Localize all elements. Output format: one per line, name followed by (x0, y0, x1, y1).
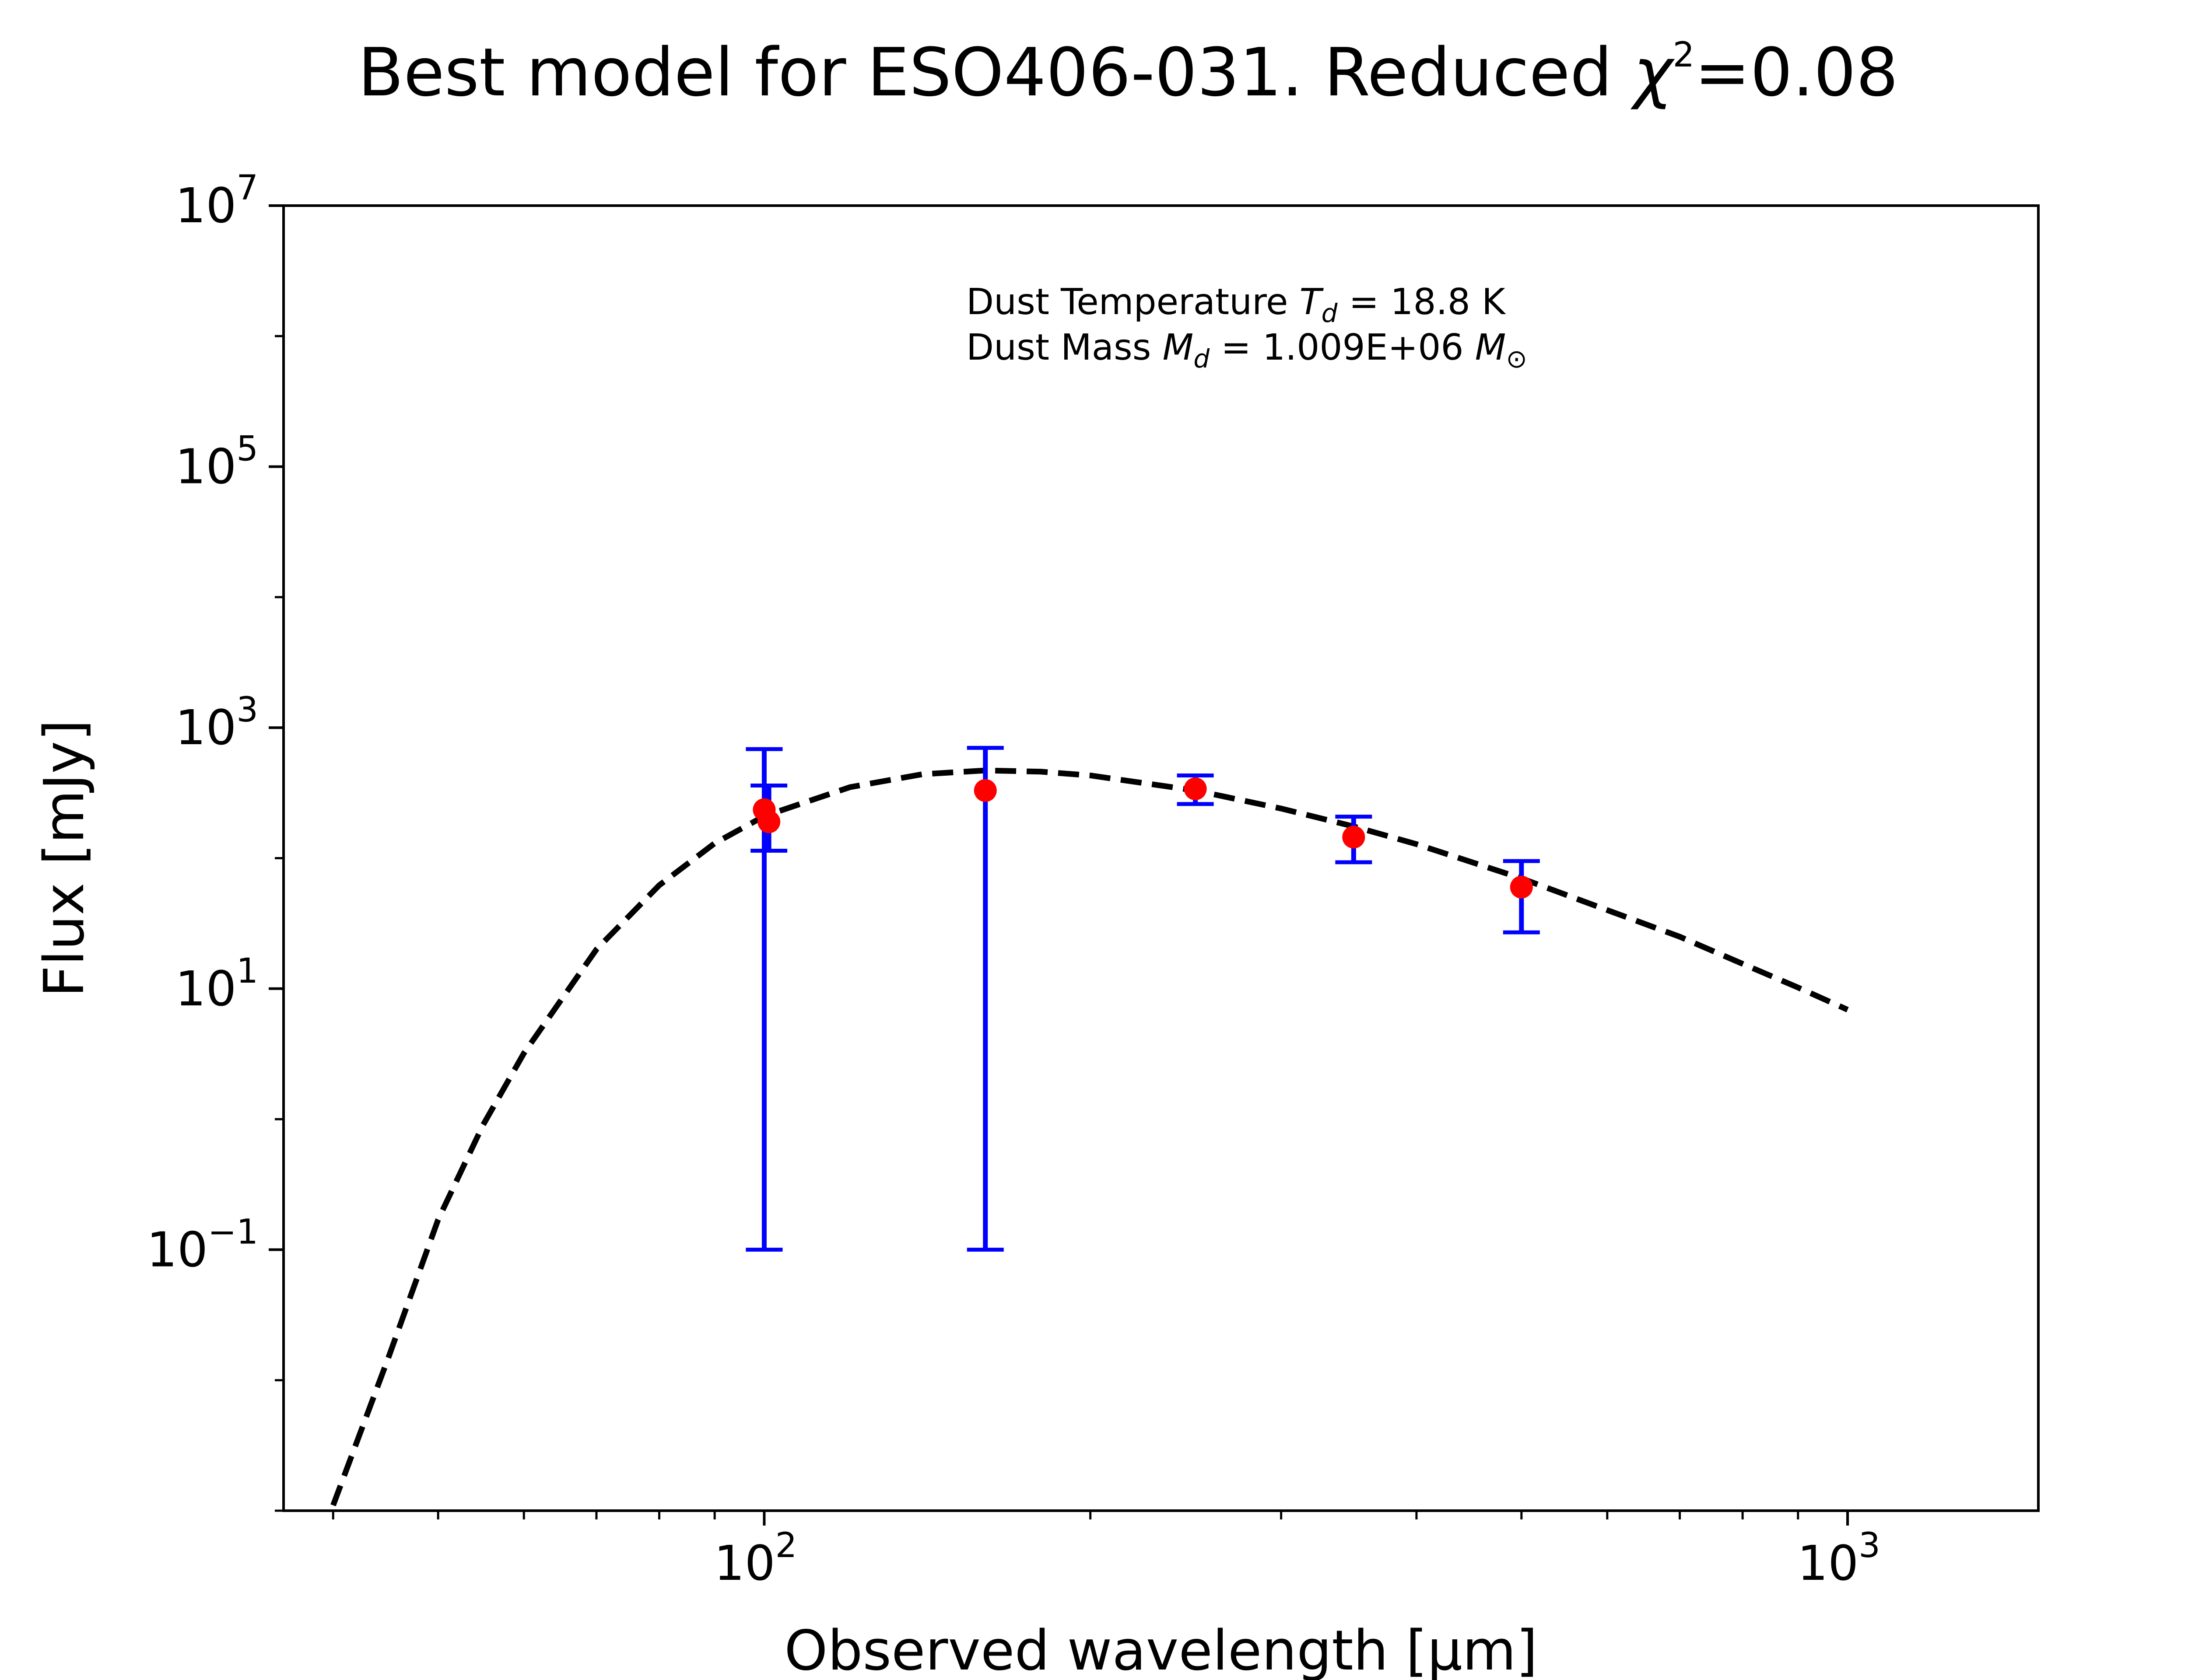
annotation-dust-mass: Dust Mass Md = 1.009E+06 M⊙ (966, 327, 1527, 374)
y-tick-label-3: 105 (175, 430, 258, 495)
x-tick-label-1: 103 (1797, 1526, 1880, 1591)
x-tick-label-0: 102 (714, 1526, 797, 1591)
model-curve-layer (330, 767, 1849, 1506)
data-point-4 (1342, 826, 1365, 849)
data-point-1 (757, 810, 781, 833)
annotation-dust-temperature: Dust Temperature Td = 18.8 K (966, 281, 1506, 328)
chart-title: Best model for ESO406-031. Reduced χ2=0.… (358, 34, 1898, 111)
data-point-3 (1184, 777, 1207, 800)
y-tick-label-2: 103 (175, 690, 258, 756)
tick-layer: 10−1 101 103 105 107 102 103 (147, 168, 1880, 1591)
data-point-layer (753, 777, 1533, 899)
data-point-2 (974, 779, 997, 802)
y-tick-label-0: 10−1 (147, 1212, 258, 1278)
y-tick-label-1: 101 (175, 952, 258, 1017)
data-point-5 (1510, 875, 1533, 899)
model-curve (330, 767, 1849, 1506)
y-tick-label-4: 107 (175, 168, 258, 234)
y-axis-label: Flux [mJy] (32, 720, 96, 998)
plot-frame (282, 204, 2040, 1512)
x-axis-label: Observed wavelength [μm] (784, 1618, 1538, 1680)
